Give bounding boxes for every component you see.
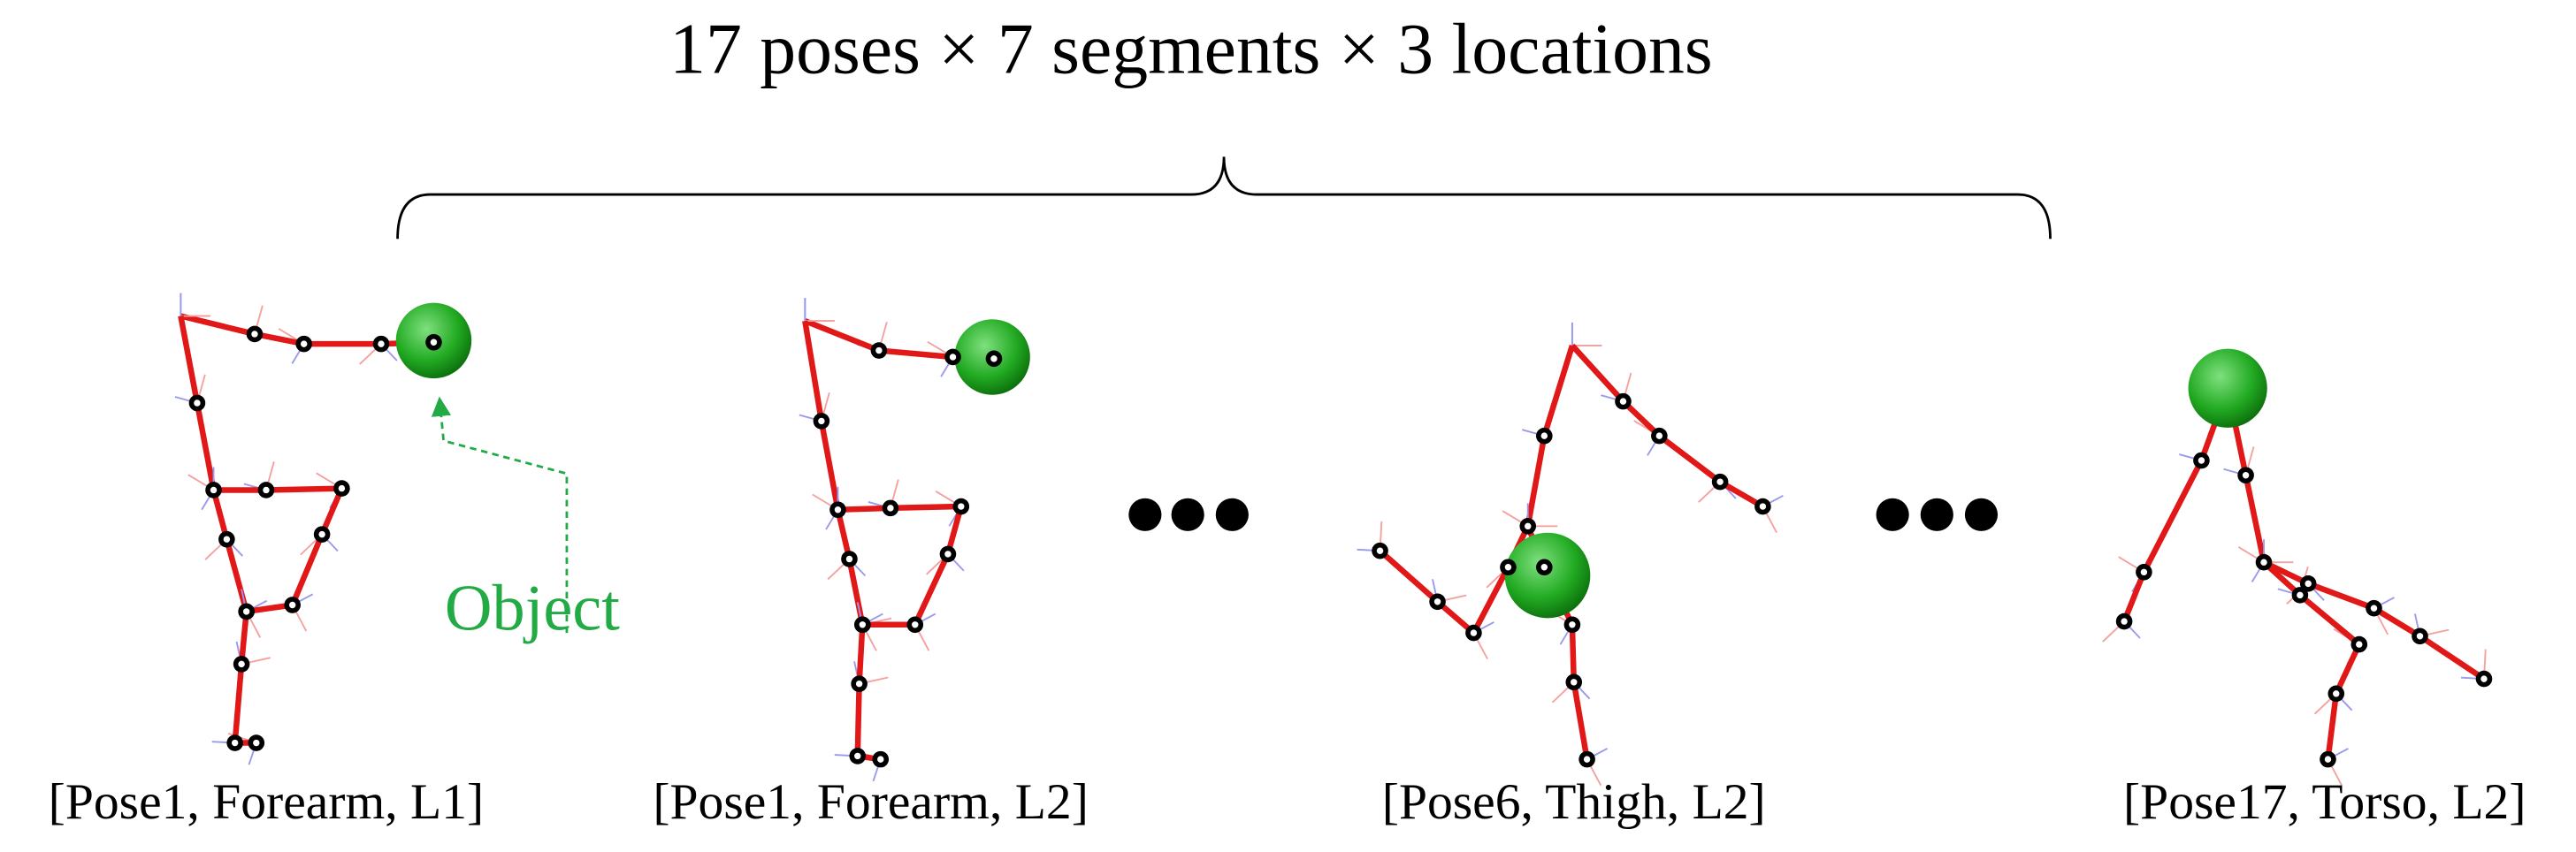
- bone: [2261, 559, 2363, 760]
- caption: [Pose1, Forearm, L2]: [653, 774, 1089, 830]
- bone: [213, 485, 345, 615]
- joint-highlight: [242, 608, 250, 615]
- object-ball: [2188, 348, 2267, 428]
- joint-highlight: [2305, 580, 2312, 588]
- joint-highlight: [2198, 457, 2205, 464]
- object-arrow: [431, 396, 569, 634]
- joint-highlight: [2297, 591, 2304, 599]
- joint-highlight: [958, 503, 965, 510]
- joint-highlight: [223, 536, 231, 543]
- bone: [178, 315, 256, 746]
- joint-highlight: [949, 354, 957, 361]
- joint-highlight: [2140, 568, 2148, 576]
- joint-highlight: [2333, 690, 2340, 697]
- joint-highlight: [2356, 641, 2363, 648]
- joint-highlight: [194, 399, 201, 407]
- joint-highlight: [859, 621, 867, 628]
- joint-highlight: [2242, 472, 2250, 479]
- joint-highlight: [210, 486, 218, 494]
- joint-highlight: [253, 739, 260, 747]
- object-label: Object: [445, 572, 620, 644]
- joint-highlight: [318, 530, 325, 538]
- joint-highlight: [338, 484, 346, 492]
- joint-highlight: [1540, 564, 1548, 571]
- bone: [802, 320, 882, 763]
- joint-highlight: [288, 601, 296, 609]
- bone: [837, 503, 965, 628]
- joint-highlight: [1504, 564, 1512, 571]
- joint-highlight: [300, 340, 308, 347]
- joint-highlight: [1540, 432, 1548, 439]
- joint-highlight: [430, 339, 438, 346]
- bone: [1570, 343, 1765, 509]
- joint-highlight: [1583, 756, 1591, 763]
- caption: [Pose1, Forearm, L1]: [49, 774, 485, 830]
- joint-highlight: [1525, 522, 1532, 530]
- joint-highlight: [875, 346, 883, 354]
- joint-highlight: [378, 340, 385, 347]
- joint-highlight: [1433, 598, 1441, 605]
- joint-highlight: [818, 417, 825, 425]
- joint-highlight: [1470, 629, 1478, 636]
- joint-highlight: [2480, 675, 2488, 682]
- joint-highlight: [2121, 618, 2128, 625]
- joint-highlight: [1569, 621, 1576, 628]
- object-ball: [1504, 532, 1591, 619]
- joint-highlight: [1376, 547, 1384, 554]
- joint-highlight: [1619, 398, 1627, 405]
- joint-highlight: [855, 680, 863, 688]
- joint-highlight: [2416, 633, 2424, 640]
- joint-highlight: [1759, 503, 1767, 510]
- joint-highlight: [854, 752, 861, 760]
- joint-highlight: [877, 756, 884, 763]
- joint-highlight: [231, 739, 239, 747]
- bone: [2224, 387, 2486, 681]
- joint-highlight: [1716, 478, 1724, 485]
- joint-highlight: [887, 505, 894, 512]
- joint-highlight: [2324, 756, 2332, 763]
- joint-highlight: [845, 555, 853, 563]
- joint-highlight: [1655, 432, 1663, 439]
- ellipsis: [1128, 498, 1999, 531]
- joint-highlight: [2260, 559, 2267, 566]
- joint-highlight: [834, 506, 842, 513]
- caption: [Pose6, Thigh, L2]: [1382, 774, 1766, 830]
- joint-highlight: [912, 621, 919, 628]
- joint-highlight: [263, 486, 270, 494]
- joint-highlight: [990, 355, 998, 362]
- title: 17 poses × 7 segments × 3 locations: [669, 9, 1713, 89]
- skeletons: [174, 293, 2493, 787]
- brace: [396, 156, 2052, 240]
- joint-highlight: [251, 331, 258, 338]
- caption: [Pose17, Torso, L2]: [2123, 774, 2526, 830]
- joint-highlight: [2370, 605, 2378, 612]
- joint-highlight: [238, 660, 245, 668]
- joint-highlight: [1571, 679, 1578, 686]
- joint-highlight: [944, 551, 952, 558]
